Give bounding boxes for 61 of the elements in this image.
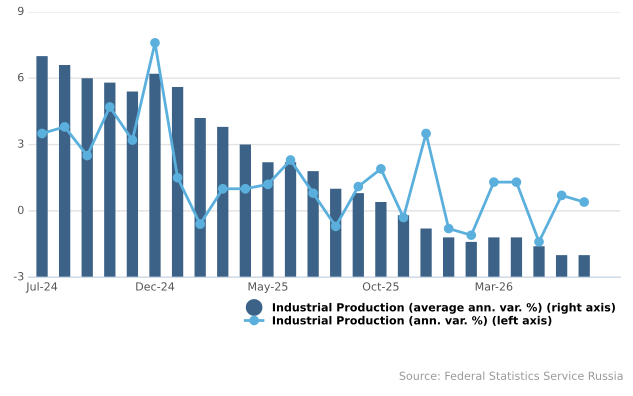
point bbox=[398, 212, 408, 222]
point bbox=[444, 224, 454, 234]
bar bbox=[262, 162, 274, 278]
point bbox=[534, 236, 544, 247]
legend-label: Industrial Production (average ann. var. %) (right axis) bbox=[272, 302, 615, 314]
bar bbox=[307, 171, 319, 278]
legend-label: Industrial Production (ann. var. %) (left axis) bbox=[272, 316, 552, 326]
x-tick-label: Dec-24 bbox=[136, 282, 174, 291]
point bbox=[60, 122, 70, 132]
bar bbox=[533, 246, 545, 278]
point bbox=[218, 184, 228, 194]
point bbox=[82, 150, 92, 160]
point bbox=[330, 221, 341, 232]
point bbox=[286, 155, 296, 165]
bar bbox=[240, 144, 251, 278]
y-tick-label: 0 bbox=[18, 206, 24, 214]
point bbox=[308, 188, 318, 198]
bar bbox=[556, 255, 568, 278]
bar bbox=[466, 242, 477, 278]
bar bbox=[82, 78, 93, 278]
y-tick-label: 9 bbox=[18, 6, 24, 16]
source-note: Source: Federal Statistics Service Russia bbox=[400, 371, 622, 380]
bar bbox=[126, 91, 138, 278]
bar bbox=[420, 228, 432, 278]
point bbox=[353, 182, 364, 192]
point bbox=[104, 102, 115, 112]
y-tick-label: -3 bbox=[14, 272, 24, 280]
point bbox=[37, 128, 47, 138]
bar bbox=[488, 237, 500, 278]
point bbox=[556, 190, 566, 200]
point bbox=[579, 197, 590, 207]
y-tick-label: 3 bbox=[18, 139, 24, 148]
bar bbox=[58, 64, 70, 278]
bar bbox=[352, 193, 364, 278]
point bbox=[128, 135, 138, 145]
bar bbox=[284, 162, 296, 278]
point bbox=[488, 177, 499, 187]
point bbox=[376, 164, 386, 174]
bar bbox=[443, 237, 454, 278]
point bbox=[466, 230, 476, 240]
y-tick-label: 6 bbox=[18, 73, 24, 82]
point bbox=[263, 179, 273, 190]
bar bbox=[510, 237, 522, 278]
point bbox=[195, 219, 206, 229]
point bbox=[172, 172, 182, 183]
point bbox=[421, 128, 431, 138]
bar bbox=[36, 56, 48, 278]
bar bbox=[217, 126, 228, 278]
x-tick-label: May-25 bbox=[248, 282, 288, 293]
x-tick-label: Jul-24 bbox=[26, 282, 58, 293]
bar bbox=[172, 87, 184, 278]
point bbox=[150, 38, 160, 48]
bar bbox=[149, 74, 161, 278]
point bbox=[240, 184, 250, 194]
x-tick-label: Mar-26 bbox=[476, 282, 512, 291]
bar bbox=[104, 82, 116, 278]
bar bbox=[375, 202, 387, 278]
x-tick-label: Oct-25 bbox=[362, 282, 399, 291]
bar bbox=[578, 255, 590, 278]
bar bbox=[194, 118, 206, 278]
point bbox=[512, 177, 522, 187]
